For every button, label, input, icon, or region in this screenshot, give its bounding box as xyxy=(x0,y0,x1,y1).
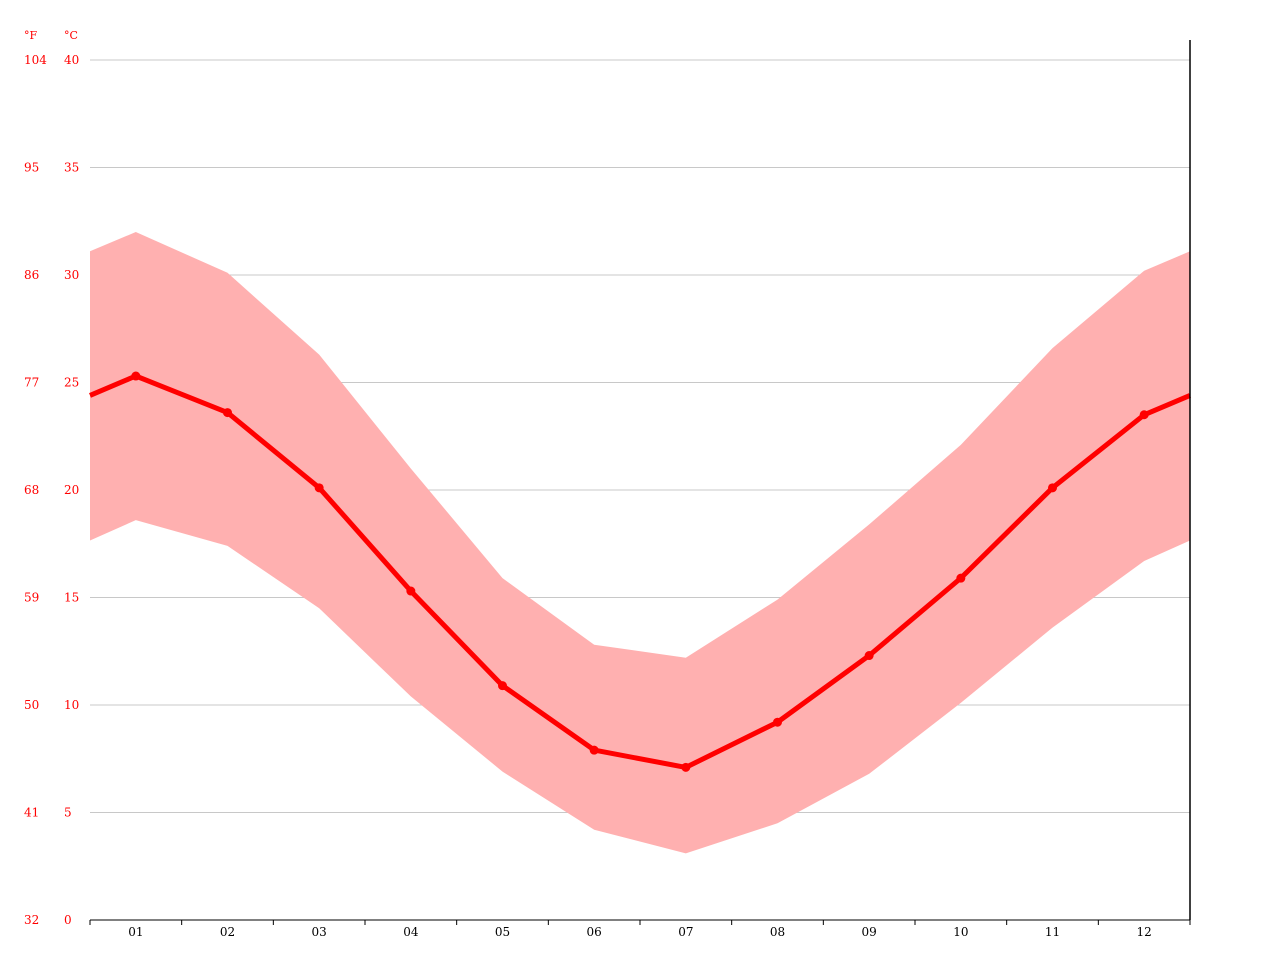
mean-temperature-line xyxy=(89,373,1191,770)
mean-point xyxy=(314,483,324,493)
mean-point xyxy=(773,717,782,727)
y-tick-label-celsius: 5 xyxy=(64,806,72,820)
x-tick-label: 04 xyxy=(403,925,419,939)
y-tick-label-fahrenheit: 77 xyxy=(24,376,39,390)
x-tick-label: 10 xyxy=(953,925,968,939)
x-tick-labels: 01 02 03 04 05 06 07 08 09 10 11 12 xyxy=(128,925,1152,939)
y-tick-label-fahrenheit: 104 xyxy=(24,53,47,67)
mean-point xyxy=(1048,483,1057,493)
y-tick-label-celsius: 15 xyxy=(64,591,79,605)
x-tick-label: 08 xyxy=(770,925,785,939)
y-tick-label-celsius: 0 xyxy=(64,913,72,927)
y-tick-label-fahrenheit: 50 xyxy=(24,698,39,712)
mean-point xyxy=(681,762,691,772)
y-tick-label-celsius: 40 xyxy=(64,53,79,67)
y-tick-label-fahrenheit: 59 xyxy=(24,591,39,605)
celsius-unit-label: °C xyxy=(64,29,78,42)
y-tick-label-fahrenheit: 95 xyxy=(24,161,39,175)
y-tick-label-celsius: 35 xyxy=(64,161,79,175)
x-tick-label: 12 xyxy=(1137,925,1152,939)
x-tick-label: 02 xyxy=(220,925,235,939)
x-tick-label: 06 xyxy=(587,925,602,939)
x-tick-label: 05 xyxy=(495,925,510,939)
mean-point xyxy=(864,651,874,661)
y-tick-label-celsius: 25 xyxy=(64,376,79,390)
y-tick-label-celsius: 30 xyxy=(64,268,79,282)
mean-point xyxy=(498,681,507,691)
mean-point xyxy=(131,371,141,381)
y-tick-label-celsius: 20 xyxy=(64,483,79,497)
mean-point xyxy=(223,408,232,418)
x-tick-label: 03 xyxy=(312,925,327,939)
y-tick-labels: 0 32 5 41 10 50 15 59 20 68 25 77 30 86 35 95 40 104 xyxy=(24,53,79,927)
y-tick-label-celsius: 10 xyxy=(64,698,79,712)
fahrenheit-unit-label: °F xyxy=(24,29,38,42)
min-max-range-band xyxy=(90,232,1190,854)
mean-point xyxy=(956,573,966,583)
y-tick-label-fahrenheit: 68 xyxy=(24,483,39,497)
y-tick-label-fahrenheit: 86 xyxy=(24,268,39,282)
mean-point xyxy=(1139,410,1149,420)
mean-point xyxy=(406,586,416,596)
x-tick-label: 11 xyxy=(1045,925,1060,939)
mean-points xyxy=(131,371,1149,772)
x-tick-label: 01 xyxy=(128,925,143,939)
x-tick-label: 07 xyxy=(678,925,693,939)
mean-point xyxy=(589,745,599,755)
x-tick-label: 09 xyxy=(862,925,877,939)
y-tick-label-fahrenheit: 32 xyxy=(24,913,39,927)
y-tick-label-fahrenheit: 41 xyxy=(24,806,39,820)
axes xyxy=(89,40,1191,925)
